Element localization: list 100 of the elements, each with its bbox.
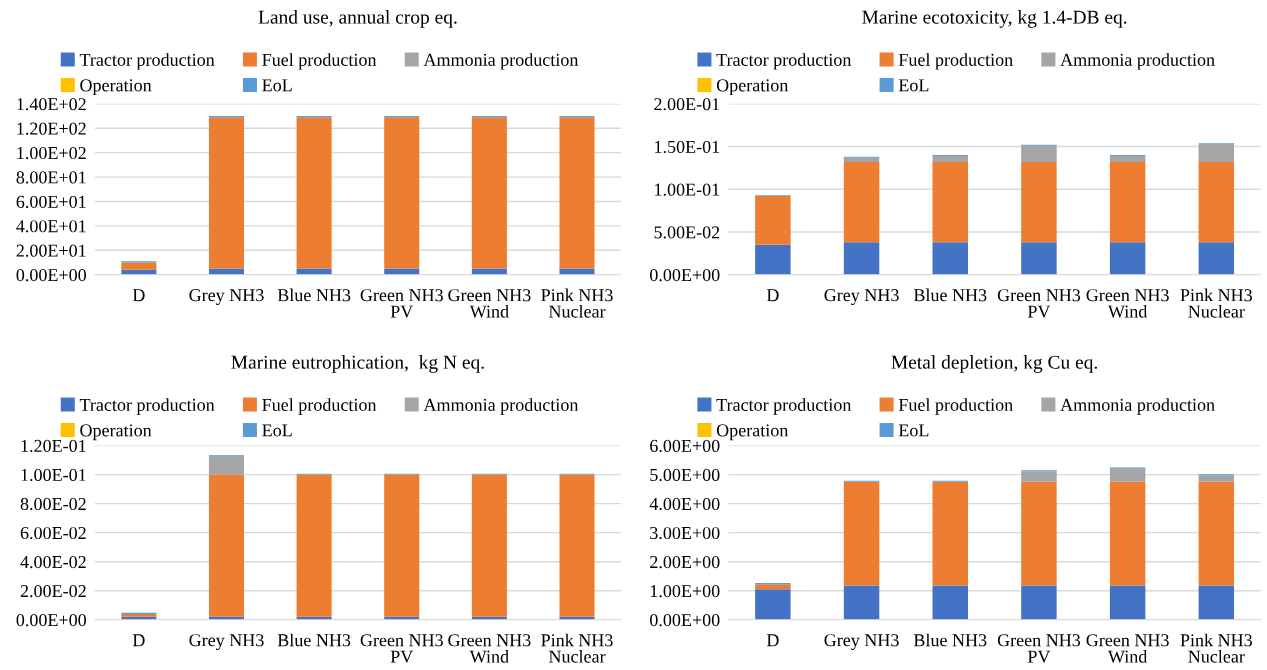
legend-label: Tractor production (79, 53, 215, 70)
bar (1109, 468, 1146, 482)
bar (1021, 481, 1057, 586)
bar (843, 481, 880, 586)
bar (843, 585, 880, 620)
bar (843, 242, 880, 275)
y-tick-label: 6.00E-02 (20, 526, 86, 540)
x-tick-label: Grey NH3 (824, 634, 899, 651)
y-tick-label: 8.00E-02 (20, 497, 86, 511)
chart-title: Marine ecotoxicity, kg 1.4-DB eq. (862, 10, 1127, 28)
legend-label: Operation (716, 424, 789, 441)
legend-label: Tractor production (716, 53, 852, 70)
bar (932, 155, 968, 162)
bar (932, 585, 968, 620)
bar (1109, 161, 1146, 243)
y-tick-label: 4.00E-02 (20, 555, 86, 569)
legend-label: Fuel production (262, 53, 377, 70)
bar (208, 117, 244, 269)
bar (559, 474, 595, 617)
bar (843, 161, 880, 243)
y-tick-label: 6.00E+00 (650, 439, 720, 453)
bar (1021, 471, 1057, 482)
x-tick-label: Green NH3 PV (997, 634, 1081, 663)
x-tick-label: Green NH3 Wind (448, 634, 531, 663)
x-tick-label: Green NH3 PV (997, 289, 1081, 318)
x-tick-label: D (766, 289, 779, 302)
y-tick-label: 1.20E-01 (21, 439, 86, 453)
bar (1109, 155, 1146, 162)
bar (471, 117, 507, 269)
bar (1198, 585, 1235, 620)
bar (843, 157, 880, 162)
bar (208, 474, 244, 617)
legend-label: Tractor production (79, 398, 215, 415)
bar (384, 117, 420, 269)
chart-title: Marine eutrophication, kg N eq. (231, 355, 484, 373)
x-tick-label: Pink NH3 Nuclear (541, 288, 613, 318)
legend-label: Operation (80, 79, 152, 96)
x-tick-label: Green NH3 Wind (1086, 634, 1169, 663)
legend-label: EoL (262, 79, 292, 92)
legend-label: EoL (898, 424, 929, 437)
y-tick-label: 6.00E+01 (16, 195, 86, 208)
x-tick-label: Pink NH3 Nuclear (541, 633, 613, 663)
x-tick-label: Green NH3 Wind (448, 289, 531, 318)
x-tick-label: Blue NH3 (277, 633, 351, 647)
bar (1198, 161, 1235, 243)
x-tick-label: Pink NH3 Nuclear (1180, 633, 1252, 663)
y-tick-label: 4.00E+00 (649, 497, 720, 511)
legend-label: Fuel production (898, 53, 1013, 70)
y-tick-label: 1.40E+02 (17, 98, 86, 111)
bar (1109, 481, 1146, 586)
legend-label: Ammonia production (423, 398, 579, 415)
legend-label: EoL (898, 79, 929, 92)
bar (121, 262, 157, 270)
x-tick-label: Green NH3 PV (360, 289, 443, 318)
x-tick-label: Grey NH3 (189, 634, 264, 651)
legend-label: EoL (262, 424, 292, 437)
bar (1198, 144, 1235, 162)
y-tick-label: 8.00E+01 (16, 171, 86, 184)
bar (1198, 481, 1235, 586)
bar (384, 474, 420, 617)
x-tick-label: D (132, 289, 145, 302)
bar (755, 196, 791, 245)
legend-label: Ammonia production (1060, 398, 1215, 415)
legend-label: Tractor production (716, 398, 852, 415)
bar (208, 455, 244, 475)
chart-title: Metal depletion, kg Cu eq. (891, 355, 1097, 373)
y-tick-label: 2.00E+01 (16, 244, 86, 257)
y-tick-label: 1.00E+02 (17, 146, 86, 160)
y-tick-label: 5.00E-02 (654, 226, 720, 239)
legend-label: Ammonia production (423, 53, 579, 70)
bar (1021, 145, 1057, 162)
y-tick-label: 0.00E+00 (650, 268, 720, 282)
bar (1198, 242, 1235, 275)
y-tick-label: 2.00E+00 (650, 555, 720, 569)
bar (1021, 242, 1057, 275)
x-tick-label: Blue NH3 (277, 288, 351, 302)
bar (1021, 585, 1057, 620)
bar (932, 242, 968, 275)
y-tick-label: 2.00E-01 (654, 98, 720, 111)
y-tick-label: 5.00E+00 (650, 468, 720, 482)
legend-label: Operation (716, 79, 789, 96)
bar (755, 589, 791, 620)
x-tick-label: D (766, 634, 779, 647)
x-tick-label: Grey NH3 (189, 289, 264, 305)
bar (559, 117, 595, 269)
bar (932, 481, 968, 586)
y-tick-label: 1.00E-01 (21, 468, 86, 482)
x-tick-label: Grey NH3 (824, 289, 899, 305)
bar (1109, 585, 1146, 620)
x-tick-label: Pink NH3 Nuclear (1180, 288, 1252, 318)
y-tick-label: 1.20E+02 (17, 122, 86, 135)
y-tick-label: 1.00E+00 (650, 584, 720, 598)
x-tick-label: Green NH3 PV (360, 634, 443, 663)
y-tick-label: 1.50E-01 (655, 140, 720, 154)
chart-title: Land use, annual crop eq. (258, 10, 457, 28)
x-tick-label: Green NH3 Wind (1086, 289, 1169, 318)
x-tick-label: Blue NH3 (913, 288, 987, 302)
legend-label: Fuel production (262, 398, 377, 415)
bar (296, 117, 332, 269)
bar (1021, 161, 1057, 243)
